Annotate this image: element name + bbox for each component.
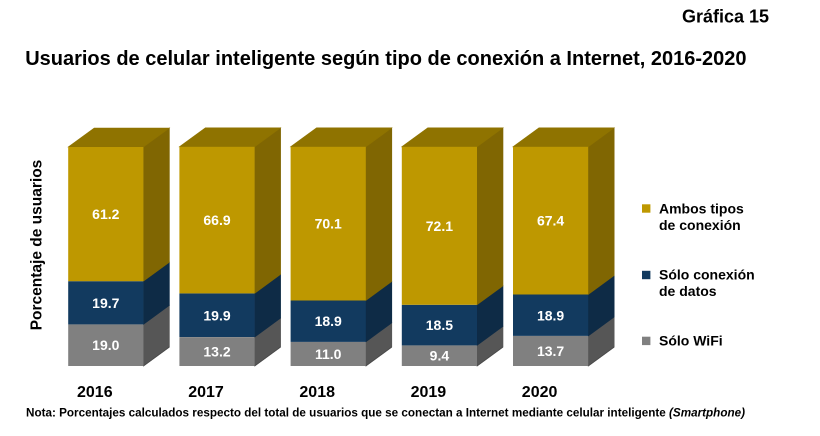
svg-text:Sólo WiFi: Sólo WiFi xyxy=(659,332,723,348)
svg-text:19.0: 19.0 xyxy=(92,337,119,353)
svg-text:2020: 2020 xyxy=(522,384,558,401)
svg-text:2019: 2019 xyxy=(411,384,447,401)
svg-text:2016: 2016 xyxy=(77,384,113,401)
svg-text:Ambos tipos: Ambos tipos xyxy=(659,201,744,217)
svg-text:de datos: de datos xyxy=(659,283,717,299)
svg-text:2017: 2017 xyxy=(188,384,224,401)
svg-text:11.0: 11.0 xyxy=(315,346,342,362)
svg-text:19.7: 19.7 xyxy=(92,295,119,311)
svg-text:Nota: Porcentajes calculados r: Nota: Porcentajes calculados respecto de… xyxy=(26,407,745,420)
svg-text:66.9: 66.9 xyxy=(203,212,230,228)
svg-text:67.4: 67.4 xyxy=(537,213,564,229)
svg-text:13.7: 13.7 xyxy=(537,343,564,359)
svg-text:61.2: 61.2 xyxy=(92,206,119,222)
svg-text:18.9: 18.9 xyxy=(315,313,342,329)
svg-text:Gráfica 15: Gráfica 15 xyxy=(682,6,769,26)
svg-text:70.1: 70.1 xyxy=(315,216,342,232)
svg-text:19.9: 19.9 xyxy=(203,307,230,323)
svg-text:Sólo conexión: Sólo conexión xyxy=(659,266,755,282)
svg-text:Usuarios de celular inteligent: Usuarios de celular inteligente según ti… xyxy=(25,48,746,70)
svg-text:13.2: 13.2 xyxy=(203,344,230,360)
svg-text:de conexión: de conexión xyxy=(659,217,741,233)
svg-text:2018: 2018 xyxy=(299,384,335,401)
svg-text:Porcentaje de usuarios: Porcentaje de usuarios xyxy=(29,160,46,331)
svg-text:18.5: 18.5 xyxy=(426,317,453,333)
svg-text:18.9: 18.9 xyxy=(537,307,564,323)
svg-text:9.4: 9.4 xyxy=(430,348,450,364)
svg-text:72.1: 72.1 xyxy=(426,218,453,234)
